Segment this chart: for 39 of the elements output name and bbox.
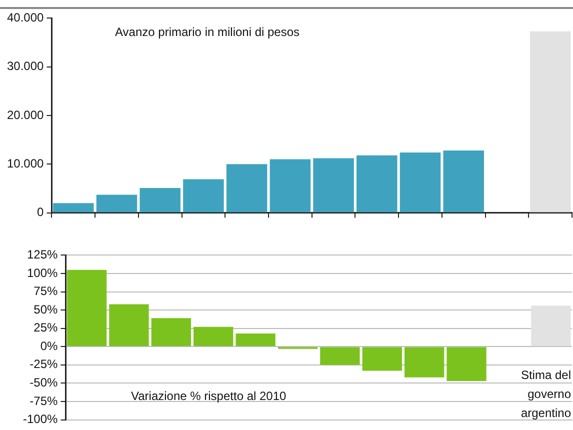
y-tick-label: -25%: [30, 357, 58, 372]
y-tick-label: 10.000: [7, 156, 44, 170]
bar: [320, 347, 360, 365]
bar: [356, 155, 398, 212]
y-tick-label: 75%: [34, 284, 58, 298]
y-tick-label: 125%: [26, 248, 58, 262]
y-tick-label: 40.000: [7, 10, 44, 25]
bar: [531, 306, 571, 346]
y-tick-label: 0%: [40, 338, 58, 353]
y-tick-label: 20.000: [7, 108, 44, 122]
bar: [446, 347, 486, 382]
bar: [53, 203, 94, 212]
y-tick-label: 30.000: [7, 59, 44, 74]
annotation: Variazione % rispetto al 2010: [131, 389, 286, 403]
bar: [270, 159, 311, 212]
bar: [530, 31, 571, 212]
y-tick-label: 25%: [34, 320, 58, 335]
annotation: Avanzo primario in milioni di pesos: [115, 25, 300, 39]
bar: [183, 179, 224, 212]
bar: [404, 347, 444, 378]
y-tick-label: -75%: [30, 394, 58, 408]
bar: [66, 270, 107, 346]
bar: [140, 188, 180, 212]
bar: [362, 347, 402, 371]
y-tick-label: -100%: [23, 412, 58, 426]
bar: [96, 194, 138, 212]
y-tick-label: 0: [37, 205, 44, 220]
y-tick-label: 100%: [26, 266, 58, 280]
y-tick-label: -50%: [30, 376, 58, 390]
bar: [151, 318, 191, 346]
bar: [194, 326, 234, 346]
bar: [236, 333, 276, 346]
bar: [226, 164, 268, 212]
annotation: Stima del governo argentino: [520, 367, 571, 422]
bar: [313, 158, 354, 212]
bar: [400, 152, 441, 212]
bar: [109, 304, 149, 346]
y-tick-label: 50%: [34, 302, 58, 316]
bar: [443, 150, 484, 212]
